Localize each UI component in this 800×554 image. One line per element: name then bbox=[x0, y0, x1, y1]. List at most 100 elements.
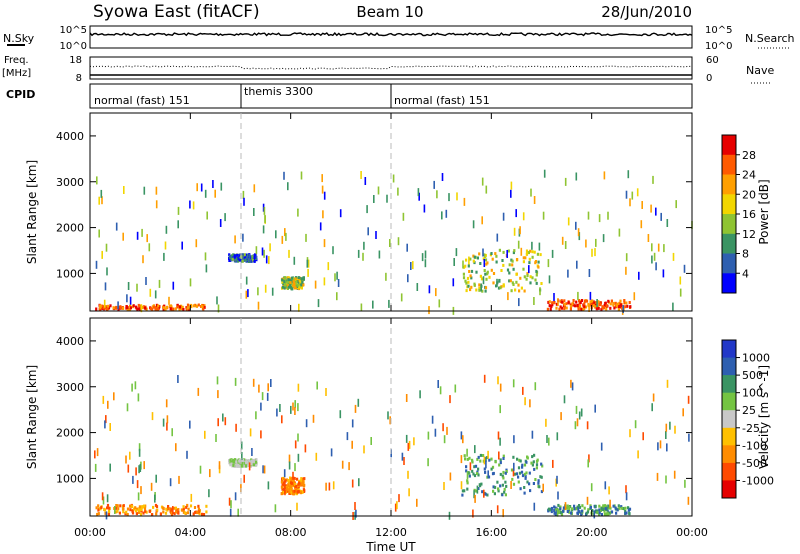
data-cell bbox=[463, 454, 466, 458]
x-axis-label: Time UT bbox=[365, 540, 416, 554]
data-cell bbox=[521, 463, 524, 467]
data-cell bbox=[355, 509, 357, 518]
data-cell bbox=[537, 481, 540, 485]
data-cell bbox=[607, 211, 609, 220]
data-cell bbox=[408, 488, 410, 497]
data-cell bbox=[553, 293, 555, 301]
data-cell bbox=[126, 306, 129, 310]
data-cell bbox=[521, 465, 524, 469]
data-cell bbox=[498, 463, 501, 467]
data-cell bbox=[517, 480, 520, 484]
data-cell bbox=[401, 452, 404, 461]
data-cell bbox=[105, 415, 107, 424]
data-cell bbox=[193, 506, 197, 509]
data-cell bbox=[519, 459, 522, 463]
data-cell bbox=[126, 513, 129, 516]
data-cell bbox=[115, 504, 118, 507]
data-cell bbox=[102, 395, 105, 404]
data-cell bbox=[232, 460, 235, 464]
data-cell bbox=[497, 286, 501, 290]
colorbar-tick-label: 4 bbox=[742, 267, 749, 280]
data-cell bbox=[492, 489, 495, 493]
data-cell bbox=[264, 214, 266, 223]
data-cell bbox=[510, 289, 513, 293]
x-tick-label: 12:00 bbox=[375, 526, 407, 539]
data-cell bbox=[95, 506, 98, 510]
data-cell bbox=[217, 304, 220, 313]
data-cell bbox=[152, 505, 155, 509]
data-cell bbox=[465, 258, 468, 262]
data-cell bbox=[602, 504, 605, 508]
data-cell bbox=[364, 177, 367, 185]
data-cell bbox=[357, 249, 360, 258]
data-cell bbox=[470, 276, 473, 280]
data-cell bbox=[281, 483, 284, 487]
data-cell bbox=[663, 244, 665, 253]
data-cell bbox=[358, 478, 360, 487]
data-cell bbox=[96, 448, 99, 457]
nave-trace bbox=[89, 65, 693, 70]
data-cell bbox=[589, 291, 592, 300]
data-cell bbox=[531, 250, 534, 254]
data-cell bbox=[109, 463, 111, 472]
colorbar-tick-label: 500 bbox=[742, 369, 763, 382]
data-cell bbox=[524, 476, 527, 480]
data-cell bbox=[533, 297, 535, 305]
data-cell bbox=[287, 278, 290, 282]
data-cell bbox=[323, 191, 326, 200]
data-cell bbox=[548, 304, 551, 308]
data-cell bbox=[563, 299, 566, 303]
data-cell bbox=[567, 217, 570, 226]
data-cell bbox=[317, 299, 320, 308]
data-cell bbox=[249, 428, 252, 437]
nave-label: Nave bbox=[746, 64, 774, 77]
data-cell bbox=[481, 216, 483, 225]
data-cell bbox=[107, 400, 109, 409]
data-cell bbox=[389, 416, 391, 425]
data-cell bbox=[442, 423, 444, 432]
data-cell bbox=[427, 458, 429, 467]
data-cell bbox=[302, 479, 305, 483]
data-cell bbox=[155, 303, 159, 307]
data-cell bbox=[162, 510, 165, 514]
data-cell bbox=[288, 249, 290, 258]
data-cell bbox=[128, 308, 132, 311]
data-cell bbox=[154, 494, 156, 503]
data-cell bbox=[218, 465, 221, 474]
data-cell bbox=[653, 252, 656, 261]
data-cell bbox=[468, 474, 471, 478]
data-cell bbox=[490, 457, 493, 461]
data-cell bbox=[506, 250, 508, 258]
data-cell bbox=[662, 269, 665, 278]
data-cell bbox=[189, 278, 192, 287]
data-cell bbox=[497, 489, 500, 493]
data-cell bbox=[672, 252, 675, 261]
data-cell bbox=[215, 434, 217, 442]
data-cell bbox=[468, 256, 470, 265]
data-cell bbox=[540, 490, 543, 494]
data-cell bbox=[592, 304, 595, 308]
data-cell bbox=[537, 265, 540, 269]
data-cell bbox=[297, 208, 299, 217]
data-cell bbox=[287, 276, 290, 280]
data-cell bbox=[137, 492, 140, 501]
data-cell bbox=[173, 512, 176, 516]
data-cell bbox=[510, 481, 512, 489]
data-cell bbox=[217, 390, 219, 399]
data-cell bbox=[478, 286, 481, 290]
data-cell bbox=[281, 235, 284, 244]
data-cell bbox=[101, 492, 104, 501]
data-cell bbox=[600, 442, 603, 451]
data-cell bbox=[132, 475, 134, 484]
data-cell bbox=[471, 460, 474, 464]
data-cell bbox=[186, 306, 189, 310]
data-cell bbox=[148, 243, 151, 252]
data-cell bbox=[624, 510, 627, 513]
data-cell bbox=[535, 459, 539, 463]
data-cell bbox=[594, 404, 596, 413]
data-cell bbox=[122, 510, 125, 514]
data-cell bbox=[282, 477, 285, 481]
data-cell bbox=[629, 429, 631, 438]
data-cell bbox=[154, 308, 157, 312]
